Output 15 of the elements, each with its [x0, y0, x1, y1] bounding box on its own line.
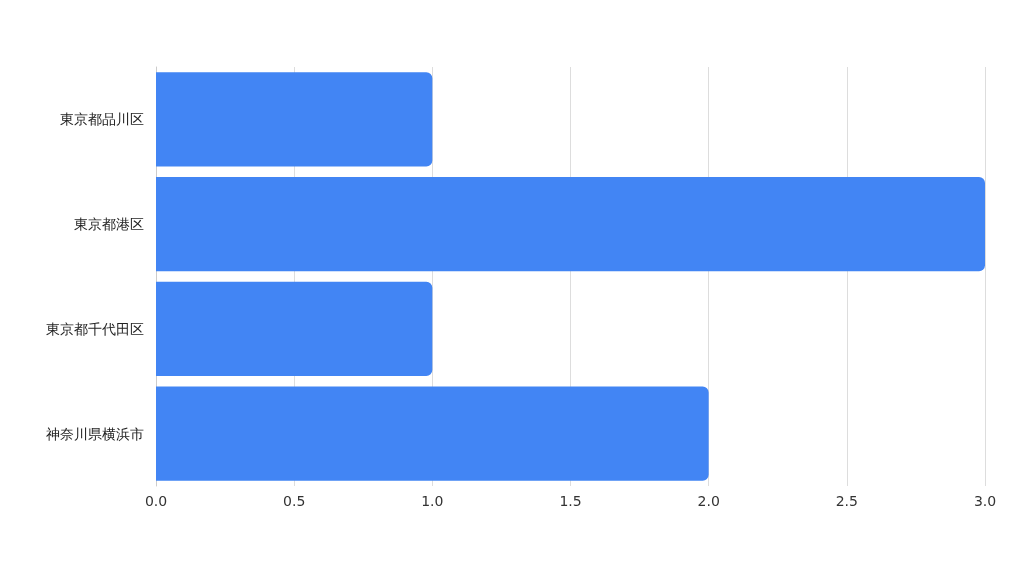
- x-tick-label: 0.0: [144, 493, 168, 509]
- x-tick-label: 2.5: [835, 493, 858, 509]
- y-tick-label: 東京都品川区: [60, 111, 144, 128]
- x-tick-label: 3.0: [973, 493, 997, 509]
- x-tick-label: 1.5: [559, 493, 582, 509]
- bar: [156, 281, 433, 377]
- x-tick-label: 0.5: [283, 493, 306, 509]
- x-tick-label: 1.0: [421, 493, 444, 509]
- bar: [156, 386, 709, 481]
- y-tick-label: 東京都港区: [74, 216, 144, 233]
- x-tick-label: 2.0: [697, 493, 720, 509]
- bar: [156, 72, 433, 167]
- y-tick-label: 東京都千代田区: [46, 320, 144, 337]
- bar: [156, 176, 985, 272]
- y-tick-label: 神奈川県横浜市: [46, 425, 144, 442]
